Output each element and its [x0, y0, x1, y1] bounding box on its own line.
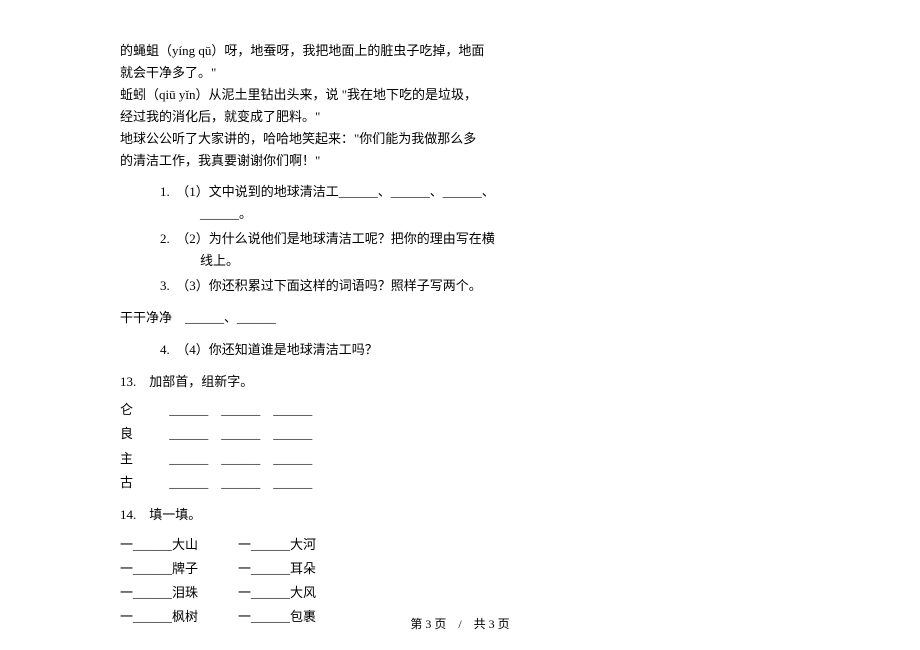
question-item: 1. （1）文中说到的地球清洁工______、______、______、 __… [160, 181, 800, 225]
question-text: 4. （4）你还知道谁是地球清洁工吗？ [160, 342, 378, 357]
char-label: 古 [120, 472, 140, 494]
question-cont: 线上。 [180, 253, 239, 268]
passage-line: 蚯蚓（qiū yǐn）从泥土里钻出头来，说 "我在地下吃的是垃圾， [120, 84, 800, 106]
question-item: 3. （3）你还积累过下面这样的词语吗？照样子写两个。 [160, 275, 800, 297]
char-label: 主 [120, 448, 140, 470]
fill-row: 一______牌子 [120, 558, 198, 580]
example-line: 干干净净 ______、______ [120, 307, 800, 329]
question-text: 2. （2）为什么说他们是地球清洁工呢？把你的理由写在横 [160, 231, 495, 246]
char-row: 良 ______ ______ ______ [120, 423, 800, 445]
section-heading: 14. 填一填。 [120, 504, 800, 526]
char-label: 仑 [120, 399, 140, 421]
passage-line: 的清洁工作，我真要谢谢你们啊！" [120, 150, 800, 172]
question-item: 4. （4）你还知道谁是地球清洁工吗？ [160, 339, 800, 361]
question-list-2: 4. （4）你还知道谁是地球清洁工吗？ [120, 339, 800, 361]
passage-line: 的蝇蛆（yíng qū）呀，地蚕呀，我把地面上的脏虫子吃掉，地面 [120, 40, 800, 62]
blank: ______、______、______、 [339, 184, 495, 199]
question-text: 3. （3）你还积累过下面这样的词语吗？照样子写两个。 [160, 278, 482, 293]
question-cont: ______。 [180, 206, 252, 221]
char-row: 仑 ______ ______ ______ [120, 399, 800, 421]
fill-row: 一______泪珠 [120, 582, 198, 604]
question-list: 1. （1）文中说到的地球清洁工______、______、______、 __… [120, 181, 800, 297]
blank-group: ______ ______ ______ [143, 402, 312, 417]
char-label: 良 [120, 423, 140, 445]
blank-group: ______ ______ ______ [143, 426, 312, 441]
fill-row: 一______大河 [238, 534, 316, 556]
passage-line: 经过我的消化后，就变成了肥料。" [120, 106, 800, 128]
passage-line: 就会干净多了。" [120, 62, 800, 84]
char-row: 古 ______ ______ ______ [120, 472, 800, 494]
fill-row: 一______耳朵 [238, 558, 316, 580]
passage-line: 地球公公听了大家讲的，哈哈地笑起来："你们能为我做那么多 [120, 128, 800, 150]
blank-group: ______ ______ ______ [143, 451, 312, 466]
blank-group: ______ ______ ______ [143, 475, 312, 490]
char-block: 仑 ______ ______ ______ 良 ______ ______ _… [120, 399, 800, 493]
fill-row: 一______大山 [120, 534, 198, 556]
section-heading: 13. 加部首，组新字。 [120, 371, 800, 393]
question-item: 2. （2）为什么说他们是地球清洁工呢？把你的理由写在横 线上。 [160, 228, 800, 272]
char-row: 主 ______ ______ ______ [120, 448, 800, 470]
question-text: 1. （1）文中说到的地球清洁工 [160, 184, 339, 199]
fill-row: 一______大风 [238, 582, 316, 604]
page-footer: 第 3 页 / 共 3 页 [0, 615, 920, 632]
page-content: 的蝇蛆（yíng qū）呀，地蚕呀，我把地面上的脏虫子吃掉，地面 就会干净多了。… [0, 0, 920, 630]
